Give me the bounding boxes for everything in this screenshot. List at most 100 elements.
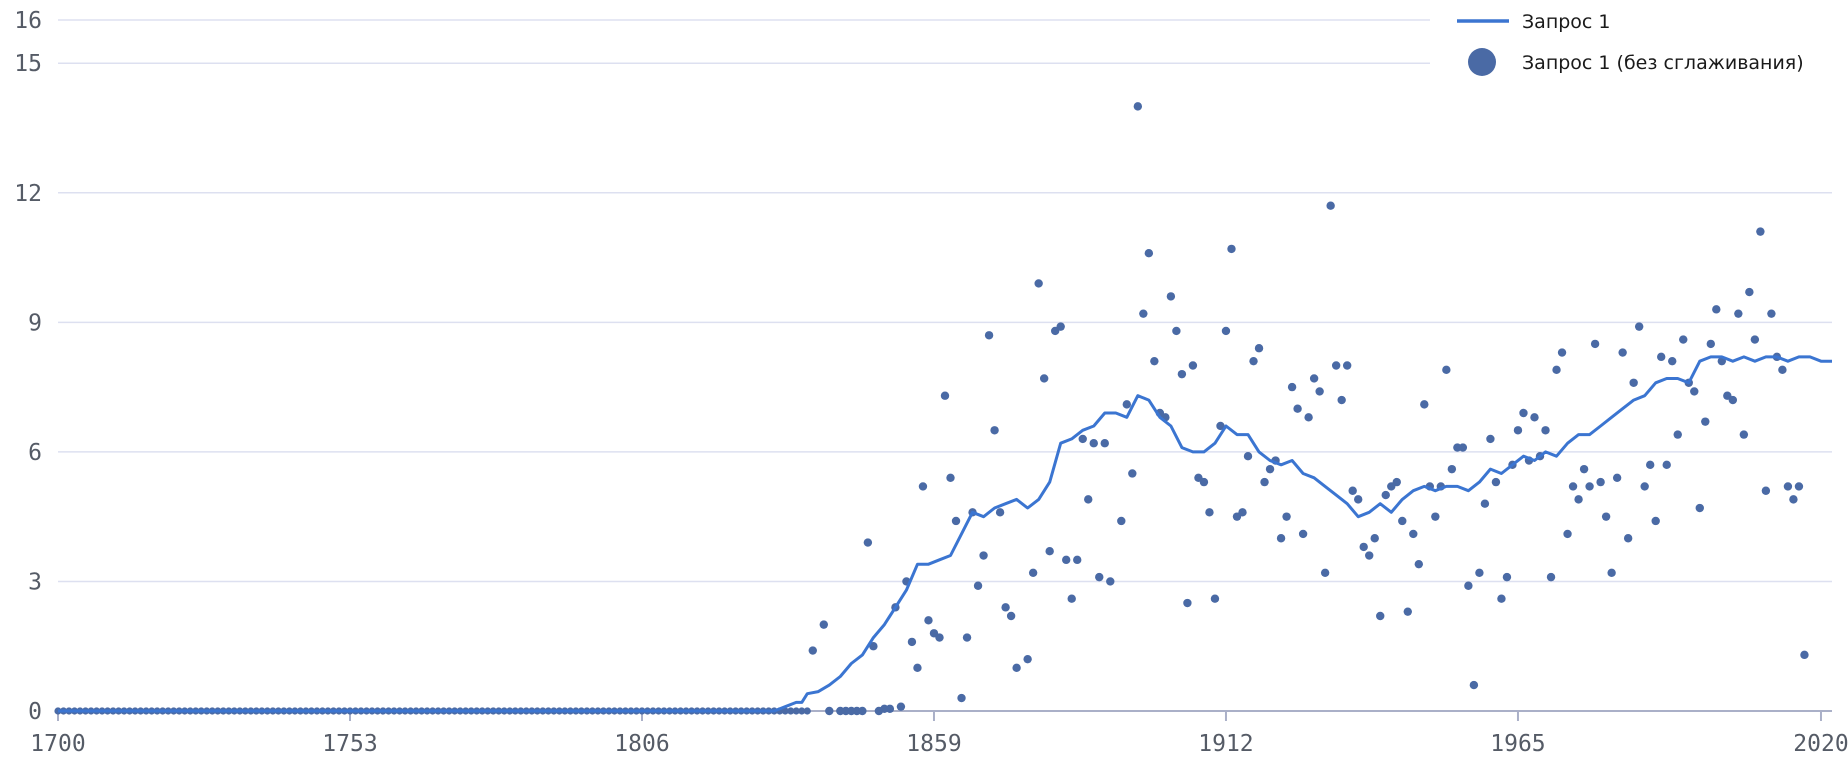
raw-point [913, 663, 922, 673]
raw-point [1095, 572, 1104, 582]
raw-point [1464, 581, 1473, 590]
raw-point [1568, 482, 1578, 491]
raw-point [1106, 577, 1115, 586]
raw-point [1073, 555, 1082, 565]
raw-point [1695, 503, 1704, 513]
raw-point [951, 516, 961, 526]
raw-point [1398, 516, 1407, 526]
raw-point [1745, 287, 1754, 297]
raw-point [1579, 464, 1589, 474]
raw-point [1331, 361, 1341, 370]
raw-point [984, 331, 994, 340]
raw-point [1431, 512, 1440, 521]
raw-point [979, 551, 988, 560]
raw-point [1541, 426, 1550, 435]
raw-point [1662, 460, 1671, 470]
raw-point [918, 482, 928, 491]
raw-point [1475, 568, 1484, 577]
raw-point [1139, 309, 1148, 318]
raw-point [1039, 374, 1049, 383]
raw-point [1287, 382, 1297, 392]
raw-point [1249, 356, 1258, 366]
raw-point [1414, 559, 1424, 569]
raw-point [1590, 339, 1600, 349]
raw-point [1199, 477, 1209, 487]
raw-point [1728, 395, 1738, 405]
raw-point [1563, 529, 1572, 539]
y-tick-label: 9 [28, 310, 42, 336]
x-tick-label: 1859 [906, 731, 961, 757]
raw-point [1645, 460, 1655, 470]
raw-point [1601, 512, 1611, 521]
raw-point [1084, 495, 1093, 504]
y-axis-ticks: 0 3 6 9 12 15 16 [14, 8, 42, 725]
raw-point [1128, 469, 1137, 478]
legend-label-raw: Запрос 1 (без сглаживания) [1522, 52, 1804, 74]
raw-point [1778, 365, 1787, 375]
raw-point [1634, 322, 1644, 331]
raw-point [1701, 417, 1710, 426]
raw-point [792, 707, 800, 715]
raw-point [1353, 495, 1363, 504]
raw-point [1238, 508, 1247, 517]
raw-point [1447, 464, 1457, 474]
raw-point [1607, 568, 1616, 577]
x-tick-label: 2020 [1793, 731, 1848, 757]
grid-lines [58, 19, 1832, 583]
legend-label-smoothed: Запрос 1 [1522, 11, 1611, 33]
raw-point [957, 693, 966, 703]
raw-point [1761, 486, 1771, 495]
raw-point [1756, 227, 1765, 236]
raw-point [1789, 495, 1798, 504]
raw-point [940, 391, 950, 400]
raw-point [1657, 352, 1666, 362]
raw-point [1056, 322, 1065, 331]
raw-point [1458, 443, 1468, 452]
raw-point [1062, 555, 1071, 565]
raw-point [803, 707, 811, 715]
raw-point [1326, 201, 1335, 210]
raw-point [1359, 542, 1368, 552]
raw-point [1668, 356, 1677, 366]
raw-point [1513, 426, 1523, 435]
raw-series-points [54, 102, 1809, 716]
raw-point [1001, 603, 1010, 612]
raw-point [1519, 408, 1528, 418]
raw-point [1491, 477, 1501, 487]
raw-point [1376, 611, 1385, 621]
raw-point [1552, 365, 1561, 375]
raw-point [1117, 516, 1126, 526]
raw-point [1293, 404, 1302, 413]
raw-point [1365, 551, 1374, 560]
raw-point [1640, 482, 1649, 491]
raw-point [1673, 430, 1682, 439]
raw-point [1265, 464, 1275, 474]
raw-point [1276, 534, 1286, 543]
raw-point [1409, 529, 1418, 539]
raw-point [1442, 365, 1451, 375]
raw-point [1320, 568, 1330, 577]
y-tick-label: 6 [28, 440, 42, 466]
raw-point [1403, 607, 1412, 616]
x-tick-label: 1965 [1490, 731, 1545, 757]
raw-point [1734, 309, 1743, 318]
raw-point [1712, 305, 1721, 314]
raw-point [1629, 378, 1638, 387]
raw-point [1260, 477, 1269, 487]
legend-dot-swatch [1468, 48, 1496, 76]
raw-point [962, 633, 972, 642]
raw-point [1480, 499, 1490, 508]
raw-point [990, 426, 999, 435]
raw-point [1783, 482, 1793, 491]
raw-point [781, 707, 789, 715]
raw-point [1221, 326, 1231, 336]
raw-point [1342, 361, 1352, 370]
raw-point [1794, 482, 1804, 491]
raw-point [1420, 400, 1429, 409]
raw-point [1557, 348, 1567, 357]
raw-point [1502, 572, 1512, 582]
raw-point [1337, 395, 1346, 405]
raw-point [1028, 568, 1038, 577]
raw-point [1100, 439, 1109, 448]
